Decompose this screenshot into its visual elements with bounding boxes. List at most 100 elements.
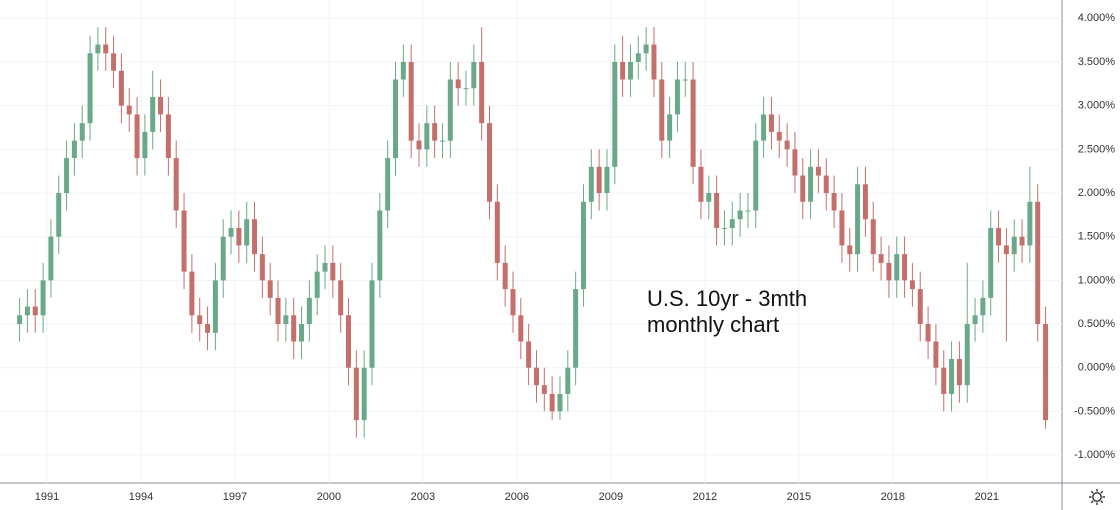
- candle-body: [682, 79, 688, 81]
- candle-body: [361, 367, 367, 421]
- candle-body: [768, 114, 774, 132]
- candle-body: [549, 393, 555, 412]
- candle-body: [635, 53, 641, 63]
- candle-body: [150, 96, 156, 132]
- y-tick-label: -0.500%: [1074, 405, 1115, 417]
- candle-body: [627, 62, 633, 80]
- x-tick-label: 2006: [505, 491, 529, 503]
- candle-body: [533, 367, 539, 386]
- candle-body: [173, 158, 179, 211]
- annotation: monthly chart: [647, 312, 779, 337]
- candle-body: [1027, 201, 1033, 246]
- candle-body: [667, 114, 673, 141]
- candle-body: [322, 262, 328, 272]
- candle-body: [181, 210, 187, 272]
- settings-button[interactable]: [1089, 489, 1105, 505]
- candle-body: [502, 262, 508, 290]
- y-tick-label: 4.000%: [1078, 12, 1116, 24]
- candle-body: [228, 227, 234, 237]
- candle-body: [158, 96, 164, 115]
- candle-body: [369, 280, 375, 368]
- candle-body: [118, 70, 124, 106]
- candle-body: [643, 44, 649, 54]
- candle-body: [353, 367, 359, 421]
- candle-body: [620, 62, 626, 80]
- y-tick-label: -1.000%: [1074, 449, 1115, 461]
- candle-body: [400, 62, 406, 80]
- y-tick-label: 3.000%: [1078, 100, 1116, 112]
- candle-body: [596, 166, 602, 194]
- x-tick-label: 1991: [35, 491, 59, 503]
- candle-body: [917, 289, 923, 325]
- candle-body: [87, 53, 93, 124]
- candle-body: [674, 79, 680, 115]
- candle-body: [941, 367, 947, 394]
- candle-body: [815, 166, 821, 176]
- candle-body: [479, 62, 485, 124]
- candle-body: [48, 236, 54, 281]
- candle-body: [518, 315, 524, 342]
- candle-body: [252, 219, 258, 255]
- candle-body: [988, 227, 994, 298]
- candle-body: [24, 306, 30, 316]
- candle-body: [471, 62, 477, 89]
- candle-body: [565, 367, 571, 394]
- candle-body: [925, 324, 931, 342]
- candle-body: [236, 227, 242, 246]
- candle-body: [949, 358, 955, 394]
- candle-body: [1043, 324, 1049, 421]
- y-tick-label: 1.500%: [1078, 231, 1116, 243]
- candle-body: [440, 140, 445, 142]
- candle-body: [393, 79, 399, 159]
- candle-body: [346, 315, 352, 368]
- plot-area: [0, 0, 1062, 483]
- candle-body: [377, 210, 383, 281]
- candle-body: [165, 114, 171, 159]
- candle-body: [526, 341, 532, 368]
- candle-body: [761, 114, 767, 141]
- candle-body: [64, 158, 70, 194]
- candle-body: [690, 79, 696, 167]
- candle-body: [338, 280, 344, 316]
- candle-body: [455, 79, 461, 89]
- candle-body: [40, 280, 46, 316]
- candle-body: [494, 201, 500, 263]
- y-tick-label: 0.500%: [1078, 318, 1116, 330]
- candle-body: [275, 297, 281, 325]
- candle-body: [573, 289, 579, 368]
- annotation: U.S. 10yr - 3mth: [647, 286, 807, 311]
- x-tick-label: 2012: [693, 491, 717, 503]
- x-tick-label: 2000: [317, 491, 341, 503]
- x-tick-label: 1994: [129, 491, 153, 503]
- candle-body: [902, 254, 908, 281]
- candle-body: [424, 123, 430, 150]
- candle-body: [103, 44, 109, 54]
- y-tick-label: 0.000%: [1078, 362, 1116, 374]
- candle-body: [933, 341, 939, 368]
- candle-body: [314, 271, 320, 298]
- y-tick-label: 2.500%: [1078, 143, 1116, 155]
- candle-body: [267, 280, 273, 298]
- candle-body: [839, 210, 845, 246]
- candle-body: [447, 79, 453, 141]
- x-tick-label: 1997: [223, 491, 247, 503]
- candle-body: [1035, 201, 1041, 325]
- candle-body: [541, 385, 547, 394]
- candle-body: [847, 245, 853, 255]
- candle-body: [197, 315, 203, 325]
- candle-body: [17, 315, 23, 325]
- candle-body: [956, 358, 962, 386]
- candle-body: [212, 280, 218, 333]
- candle-body: [909, 280, 915, 290]
- candle-body: [964, 324, 970, 386]
- candle-body: [862, 184, 868, 220]
- candle-body: [306, 297, 312, 325]
- candle-body: [894, 254, 900, 281]
- candle-body: [486, 123, 492, 202]
- candle-body: [878, 254, 884, 263]
- candle-body: [385, 158, 391, 211]
- candle-body: [283, 315, 289, 325]
- candle-body: [792, 149, 798, 176]
